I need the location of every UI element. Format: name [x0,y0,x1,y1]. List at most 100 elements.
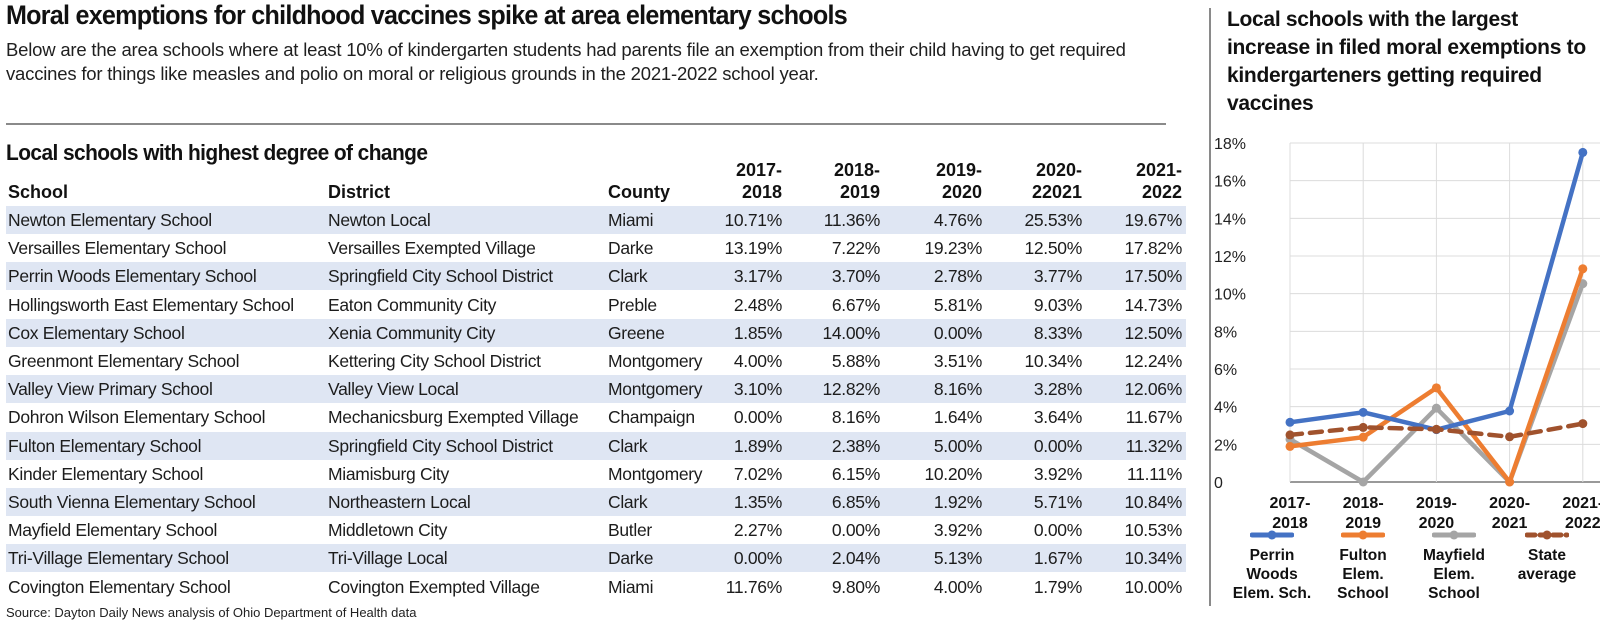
cell-school: Fulton Elementary School [8,435,202,456]
cell-value: 10.34% [1124,548,1182,569]
table-row: Newton Elementary School Newton Local Miam… [6,206,1186,234]
cell-value: 10.71% [724,210,782,230]
cell-value: 12.06% [1124,379,1182,400]
data-point [1358,422,1368,432]
y-tick-label: 18% [1214,136,1246,153]
data-point [1505,432,1515,442]
cell-school: Mayfield Elementary School [8,520,218,541]
column-header-year-2-line-0: 2019- [935,160,982,180]
cell-value: 3.64% [1033,407,1082,428]
cell-district: Versailles Exempted Village [328,238,536,259]
cell-value: 11.76% [725,576,783,597]
cell-value: 3.92% [1033,463,1082,484]
legend-label: average [1517,566,1577,583]
cell-value: 2.48% [733,294,782,315]
cell-value: 3.28% [1033,379,1082,400]
cell-value: 19.67% [1124,210,1182,230]
cell-district: Springfield City School District [328,435,553,456]
y-tick-label: 8% [1214,324,1237,341]
table-row: Fulton Elementary School Springfield City… [6,431,1186,460]
cell-district: Springfield City School District [328,266,553,287]
cell-district: Tri-Village Local [328,548,448,569]
legend-label: Elem. [1342,566,1384,583]
legend-swatch [1250,530,1294,540]
legend-item: Mayfield Elem. School [1409,530,1499,603]
chart-legend: Perrin Woods Elem. Sch. Fulton Elem. School Ma… [1212,530,1600,610]
table-row: Cox Elementary School Xenia Community Cit… [6,318,1186,347]
cell-value: 5.13% [933,548,982,569]
cell-county: Clark [608,492,648,512]
data-point [1431,403,1441,413]
cell-value: 10.34% [1024,351,1082,371]
column-header-year-1-line-1: 2019 [839,182,880,202]
cell-school: Valley View Primary School [8,379,213,400]
table-row: Greenmont Elementary School Kettering Cit… [6,347,1186,375]
cell-value: 2.04% [831,548,880,569]
column-header-year-0-line-1: 2018 [741,182,782,202]
cell-value: 2.27% [733,520,782,541]
table-row: Mayfield Elementary School Middletown Cit… [6,516,1186,544]
cell-value: 4.76% [933,210,982,230]
cell-value: 5.81% [933,294,982,315]
x-tick-label: 2022 [1565,515,1600,530]
data-point [1505,406,1515,416]
cell-county: Butler [608,520,652,541]
legend-swatch [1341,530,1385,540]
cell-value: 4.00% [933,576,982,597]
table-title: Local schools with highest degree of cha… [6,140,428,165]
cell-school: Cox Elementary School [8,322,185,343]
table-row: Versailles Elementary School Versailles E… [6,234,1186,262]
cell-value: 12.50% [1024,238,1082,259]
line-chart: 0 2% 4% 6% 8% 10% 12% 14% 16% 18% 2017- 2018 2018- 20… [1214,136,1600,530]
cell-district: Valley View Local [328,379,459,400]
cell-value: 5.00% [933,435,982,456]
legend-label: Elem. Sch. [1232,585,1312,602]
cell-county: Clark [608,266,648,287]
cell-value: 12.24% [1124,351,1182,371]
cell-value: 4.00% [733,351,782,371]
x-tick-label: 2021- [1562,495,1600,512]
cell-value: 3.77% [1033,266,1082,287]
cell-value: 3.70% [831,266,880,287]
cell-school: Tri-Village Elementary School [8,548,229,569]
cell-value: 14.73% [1124,294,1182,315]
column-header-year-3-line-1: 22021 [1031,182,1082,202]
cell-value: 7.22% [831,238,880,259]
cell-value: 3.17% [733,266,782,287]
cell-value: 10.53% [1124,520,1182,541]
cell-school: Hollingsworth East Elementary School [8,294,294,315]
cell-school: Dohron Wilson Elementary School [8,407,266,428]
cell-value: 0.00% [733,407,782,428]
cell-value: 3.10% [733,379,782,400]
data-point [1578,147,1588,157]
cell-value: 1.92% [933,492,982,512]
cell-value: 0.00% [1033,435,1082,456]
cell-value: 9.80% [831,576,880,597]
legend-item: Perrin Woods Elem. Sch. [1227,530,1317,603]
x-tick-label: 2018- [1343,495,1384,512]
cell-value: 0.00% [1033,520,1082,541]
cell-school: Newton Elementary School [8,210,212,230]
table-row: South Vienna Elementary School Northeaste… [6,488,1186,516]
cell-value: 10.84% [1124,492,1182,512]
cell-value: 6.15% [831,463,880,484]
legend-swatch [1432,530,1476,540]
legend-item: Fulton Elem. School [1318,530,1408,603]
headline: Moral exemptions for childhood vaccines … [6,0,848,30]
column-header-year-2-line-1: 2020 [941,182,982,202]
panel-divider [1209,8,1211,606]
y-tick-label: 10% [1214,287,1246,304]
cell-district: Northeastern Local [328,492,471,512]
cell-school: Versailles Elementary School [8,238,227,259]
cell-school: Greenmont Elementary School [8,351,240,371]
legend-label: State [1528,547,1566,564]
cell-value: 1.79% [1033,576,1082,597]
legend-swatch [1525,530,1569,540]
column-header-year-4-line-0: 2021- [1135,160,1182,180]
cell-value: 0.00% [831,520,880,541]
cell-value: 19.23% [924,238,982,259]
legend-label: School [1428,585,1480,602]
y-tick-label: 6% [1214,362,1237,379]
x-tick-label: 2018 [1272,515,1308,530]
data-point [1358,477,1368,487]
